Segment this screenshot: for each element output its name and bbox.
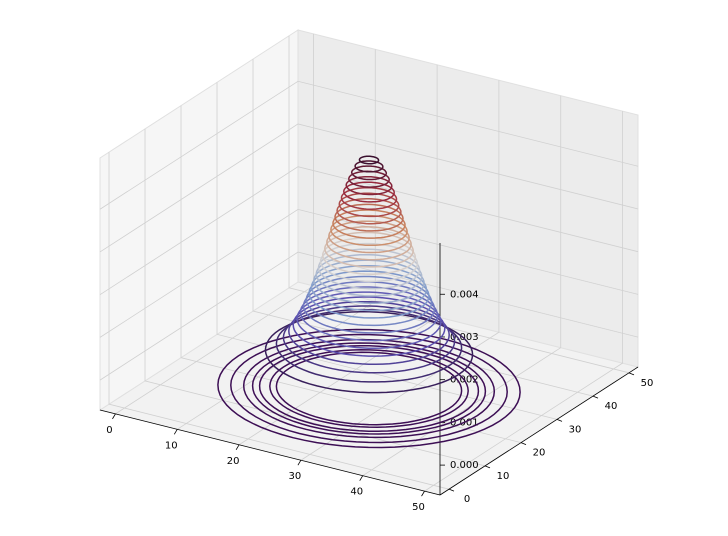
y-tick-label: 50	[641, 378, 654, 389]
contour-ring	[358, 155, 380, 165]
contour-ring	[313, 259, 425, 304]
x-tick-label: 0	[106, 425, 112, 436]
y-tick-label: 0	[464, 494, 470, 505]
contour-ring	[264, 311, 474, 394]
y-tick-label: 30	[569, 424, 582, 435]
floor-contour	[230, 333, 508, 444]
contour-ring	[340, 186, 398, 210]
x-tick	[359, 475, 364, 481]
y-tick	[484, 465, 491, 469]
contour-ring	[296, 291, 442, 349]
x-tick	[112, 413, 116, 420]
x-tick	[297, 460, 302, 466]
grid-line	[216, 82, 558, 420]
contour-ring	[302, 281, 436, 334]
grid-line	[99, 166, 639, 296]
grid-line	[180, 105, 522, 444]
grid-line	[99, 123, 639, 253]
floor-contours	[217, 328, 521, 449]
x-tick-label: 20	[227, 456, 240, 467]
contour-ring	[305, 275, 433, 327]
z-tick-label: 0.003	[450, 332, 479, 343]
y-tick	[520, 442, 527, 446]
contour-ring	[292, 296, 446, 357]
contour-ring	[338, 192, 400, 218]
floor-contour	[242, 338, 496, 439]
x-tick-label: 40	[350, 487, 363, 498]
grid-line	[99, 208, 639, 338]
contour-ring	[336, 198, 402, 225]
z-tick-label: 0.004	[450, 289, 479, 300]
grid-line	[424, 111, 623, 492]
contour-ring	[315, 253, 423, 297]
grid-line	[300, 80, 500, 461]
y-tick-label: 20	[533, 448, 546, 459]
contour-ring	[308, 270, 430, 319]
grid-line	[115, 33, 314, 415]
y-tick	[628, 372, 635, 376]
contour-ring	[288, 300, 450, 366]
y-tick	[448, 488, 455, 492]
x-tick-label: 30	[289, 471, 302, 482]
contour-ring	[334, 203, 404, 232]
x-axis	[99, 409, 441, 496]
y-tick	[592, 395, 599, 399]
y-tick-label: 10	[497, 471, 510, 482]
grid-line	[99, 251, 639, 381]
x-tick	[235, 444, 240, 450]
contour-ring	[350, 165, 388, 181]
x-tick-label: 50	[412, 502, 425, 513]
y-axis	[439, 366, 639, 496]
z-tick-label: 0.000	[450, 460, 479, 471]
floor-contour	[217, 328, 521, 449]
contour-ring	[317, 248, 421, 290]
floor-contour	[251, 342, 487, 435]
contour-ring	[332, 209, 406, 239]
y-tick	[556, 418, 563, 422]
x-tick	[421, 490, 425, 497]
grid-line	[99, 80, 639, 210]
floor-contour	[269, 349, 469, 428]
grid-line	[108, 152, 450, 490]
contour-ring	[354, 160, 384, 173]
y-tick-label: 40	[605, 401, 618, 412]
x-tick-label: 10	[165, 440, 178, 451]
contour-ring	[299, 286, 439, 342]
floor-contour	[275, 351, 463, 426]
contour-ring	[348, 170, 390, 188]
contour-ring	[330, 214, 408, 247]
contour-ring	[310, 264, 428, 312]
x-tick	[173, 429, 178, 435]
contour-ring	[319, 242, 419, 283]
grid-line	[288, 35, 630, 374]
